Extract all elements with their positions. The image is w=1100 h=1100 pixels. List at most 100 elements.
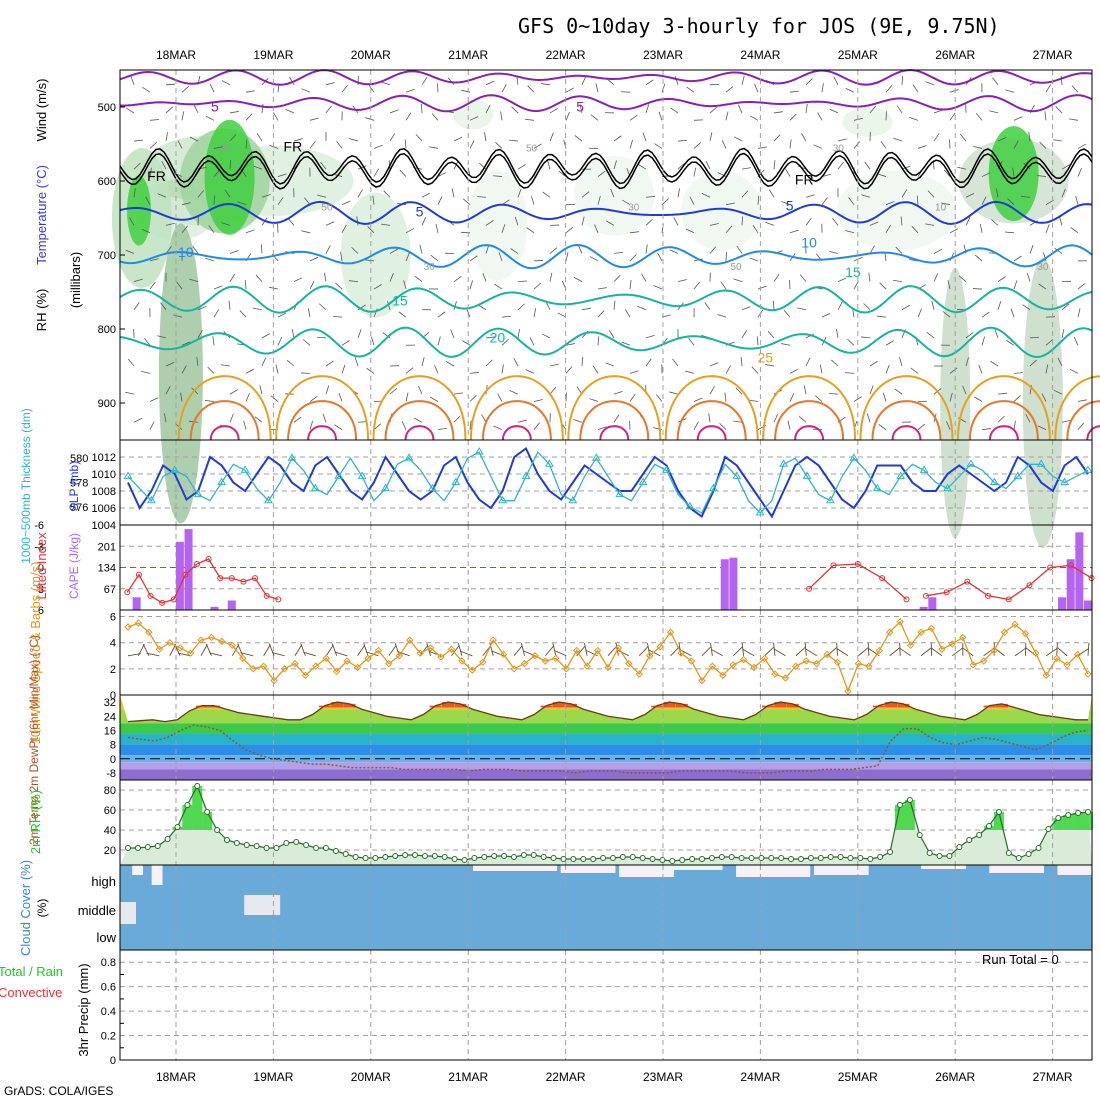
thickness-marker: [1083, 465, 1093, 473]
wind-barb: [389, 273, 394, 282]
y-tick-label-right: 1010: [92, 469, 116, 481]
wind-barb: [145, 196, 151, 205]
wind-barb: [365, 651, 379, 657]
wind-barb: [785, 168, 791, 177]
thickness-marker: [896, 471, 906, 479]
wind-marker: [938, 645, 946, 653]
wind-barb: [381, 223, 391, 226]
temp-crest: [885, 702, 898, 708]
wind-barb: [389, 109, 399, 114]
wind-barb: [309, 396, 318, 402]
wind-barb: [773, 160, 776, 170]
rh-contour-label: 30: [833, 143, 845, 154]
wind-barb: [847, 338, 855, 346]
wind-barb: [942, 311, 951, 318]
wind-barb: [677, 188, 680, 198]
wind-barb: [484, 132, 487, 142]
wind-barb: [933, 248, 943, 254]
wind-barb: [1053, 389, 1063, 395]
y-axis-label-wind10m: 10m Wind Speed & Barbs (m/s): [28, 562, 43, 745]
wind-barb: [492, 175, 503, 177]
contour-line-warm: [481, 400, 552, 441]
wind-barb: [613, 251, 623, 254]
li-marker: [159, 599, 166, 606]
wind-barb: [419, 244, 423, 254]
wind-barb: [1041, 393, 1047, 402]
wind-barb: [783, 310, 791, 318]
wind-barb: [585, 649, 598, 657]
wind-barb: [245, 90, 255, 93]
contour-line-freezing: [119, 152, 1093, 190]
y-axis-label-cloud-unit: (%): [35, 899, 49, 918]
wind-barb: [294, 644, 303, 657]
contour-line-warm: [988, 425, 1019, 441]
wind-barb: [133, 139, 143, 142]
contour-label: 15: [845, 264, 861, 280]
wind-barb: [511, 106, 519, 114]
wind-barb: [478, 304, 487, 311]
wind-barb: [332, 315, 343, 318]
y-tick-label-left: 3: [38, 584, 44, 596]
wind-barb: [981, 336, 986, 346]
contour-line-warm: [968, 400, 1039, 441]
wind-barb: [419, 644, 429, 657]
wind-marker: [458, 657, 466, 665]
wind-barb: [979, 223, 983, 233]
wind-barb: [229, 273, 236, 282]
wind-barb: [552, 643, 557, 656]
wind-barb: [260, 244, 263, 254]
wind-barb: [549, 108, 558, 114]
wind-marker: [207, 633, 216, 642]
rh-marker: [728, 854, 735, 860]
wind-barb: [719, 422, 727, 430]
rh-marker: [491, 853, 498, 859]
wind-barb: [558, 170, 567, 177]
wind-barb: [978, 364, 983, 374]
wind-barb: [573, 277, 583, 282]
wind-barb: [858, 647, 869, 657]
rh-marker: [313, 845, 320, 851]
rh-marker: [540, 854, 547, 860]
thickness-marker: [217, 477, 227, 485]
wind-barb: [686, 86, 695, 93]
date-tick-label: 19MAR: [253, 1070, 293, 1084]
rh-marker: [1025, 851, 1032, 857]
rh-marker: [847, 855, 854, 861]
wind-barb: [853, 117, 863, 121]
wind-barb: [291, 328, 295, 338]
temp-band: [120, 762, 1092, 770]
wind-barb: [485, 104, 491, 114]
temp-crest: [675, 703, 688, 708]
wind-barb: [450, 329, 455, 339]
thickness-marker: [826, 495, 835, 504]
wind-barb: [1013, 140, 1019, 149]
wind-barb: [581, 216, 585, 226]
wind-barb: [164, 413, 167, 423]
wind-barb: [245, 229, 255, 234]
rh-marker: [956, 844, 963, 850]
wind-barb: [757, 285, 767, 290]
wind-barb: [338, 392, 343, 402]
wind-barb: [893, 279, 903, 283]
date-tick-label: 22MAR: [546, 48, 586, 62]
wind-barb: [1061, 188, 1066, 198]
wind-barb: [772, 300, 775, 310]
wind-marker: [291, 659, 299, 668]
wind-marker: [406, 636, 414, 644]
wind-barb: [725, 86, 734, 93]
wind-barb: [909, 117, 919, 121]
wind-barb: [693, 281, 700, 290]
wind-barb: [351, 246, 359, 254]
wind-marker: [719, 671, 727, 680]
rh-marker: [639, 855, 646, 861]
wind-barb: [541, 333, 551, 339]
thickness-marker: [357, 471, 367, 479]
wind-barb: [933, 109, 943, 114]
wind-barb: [629, 231, 639, 234]
contour-line-warm: [209, 425, 240, 441]
rh-marker: [857, 855, 864, 861]
wind-barb: [213, 309, 219, 318]
wind-barb: [1014, 647, 1026, 657]
wind-barb: [895, 246, 903, 254]
wind-barb: [399, 169, 407, 177]
